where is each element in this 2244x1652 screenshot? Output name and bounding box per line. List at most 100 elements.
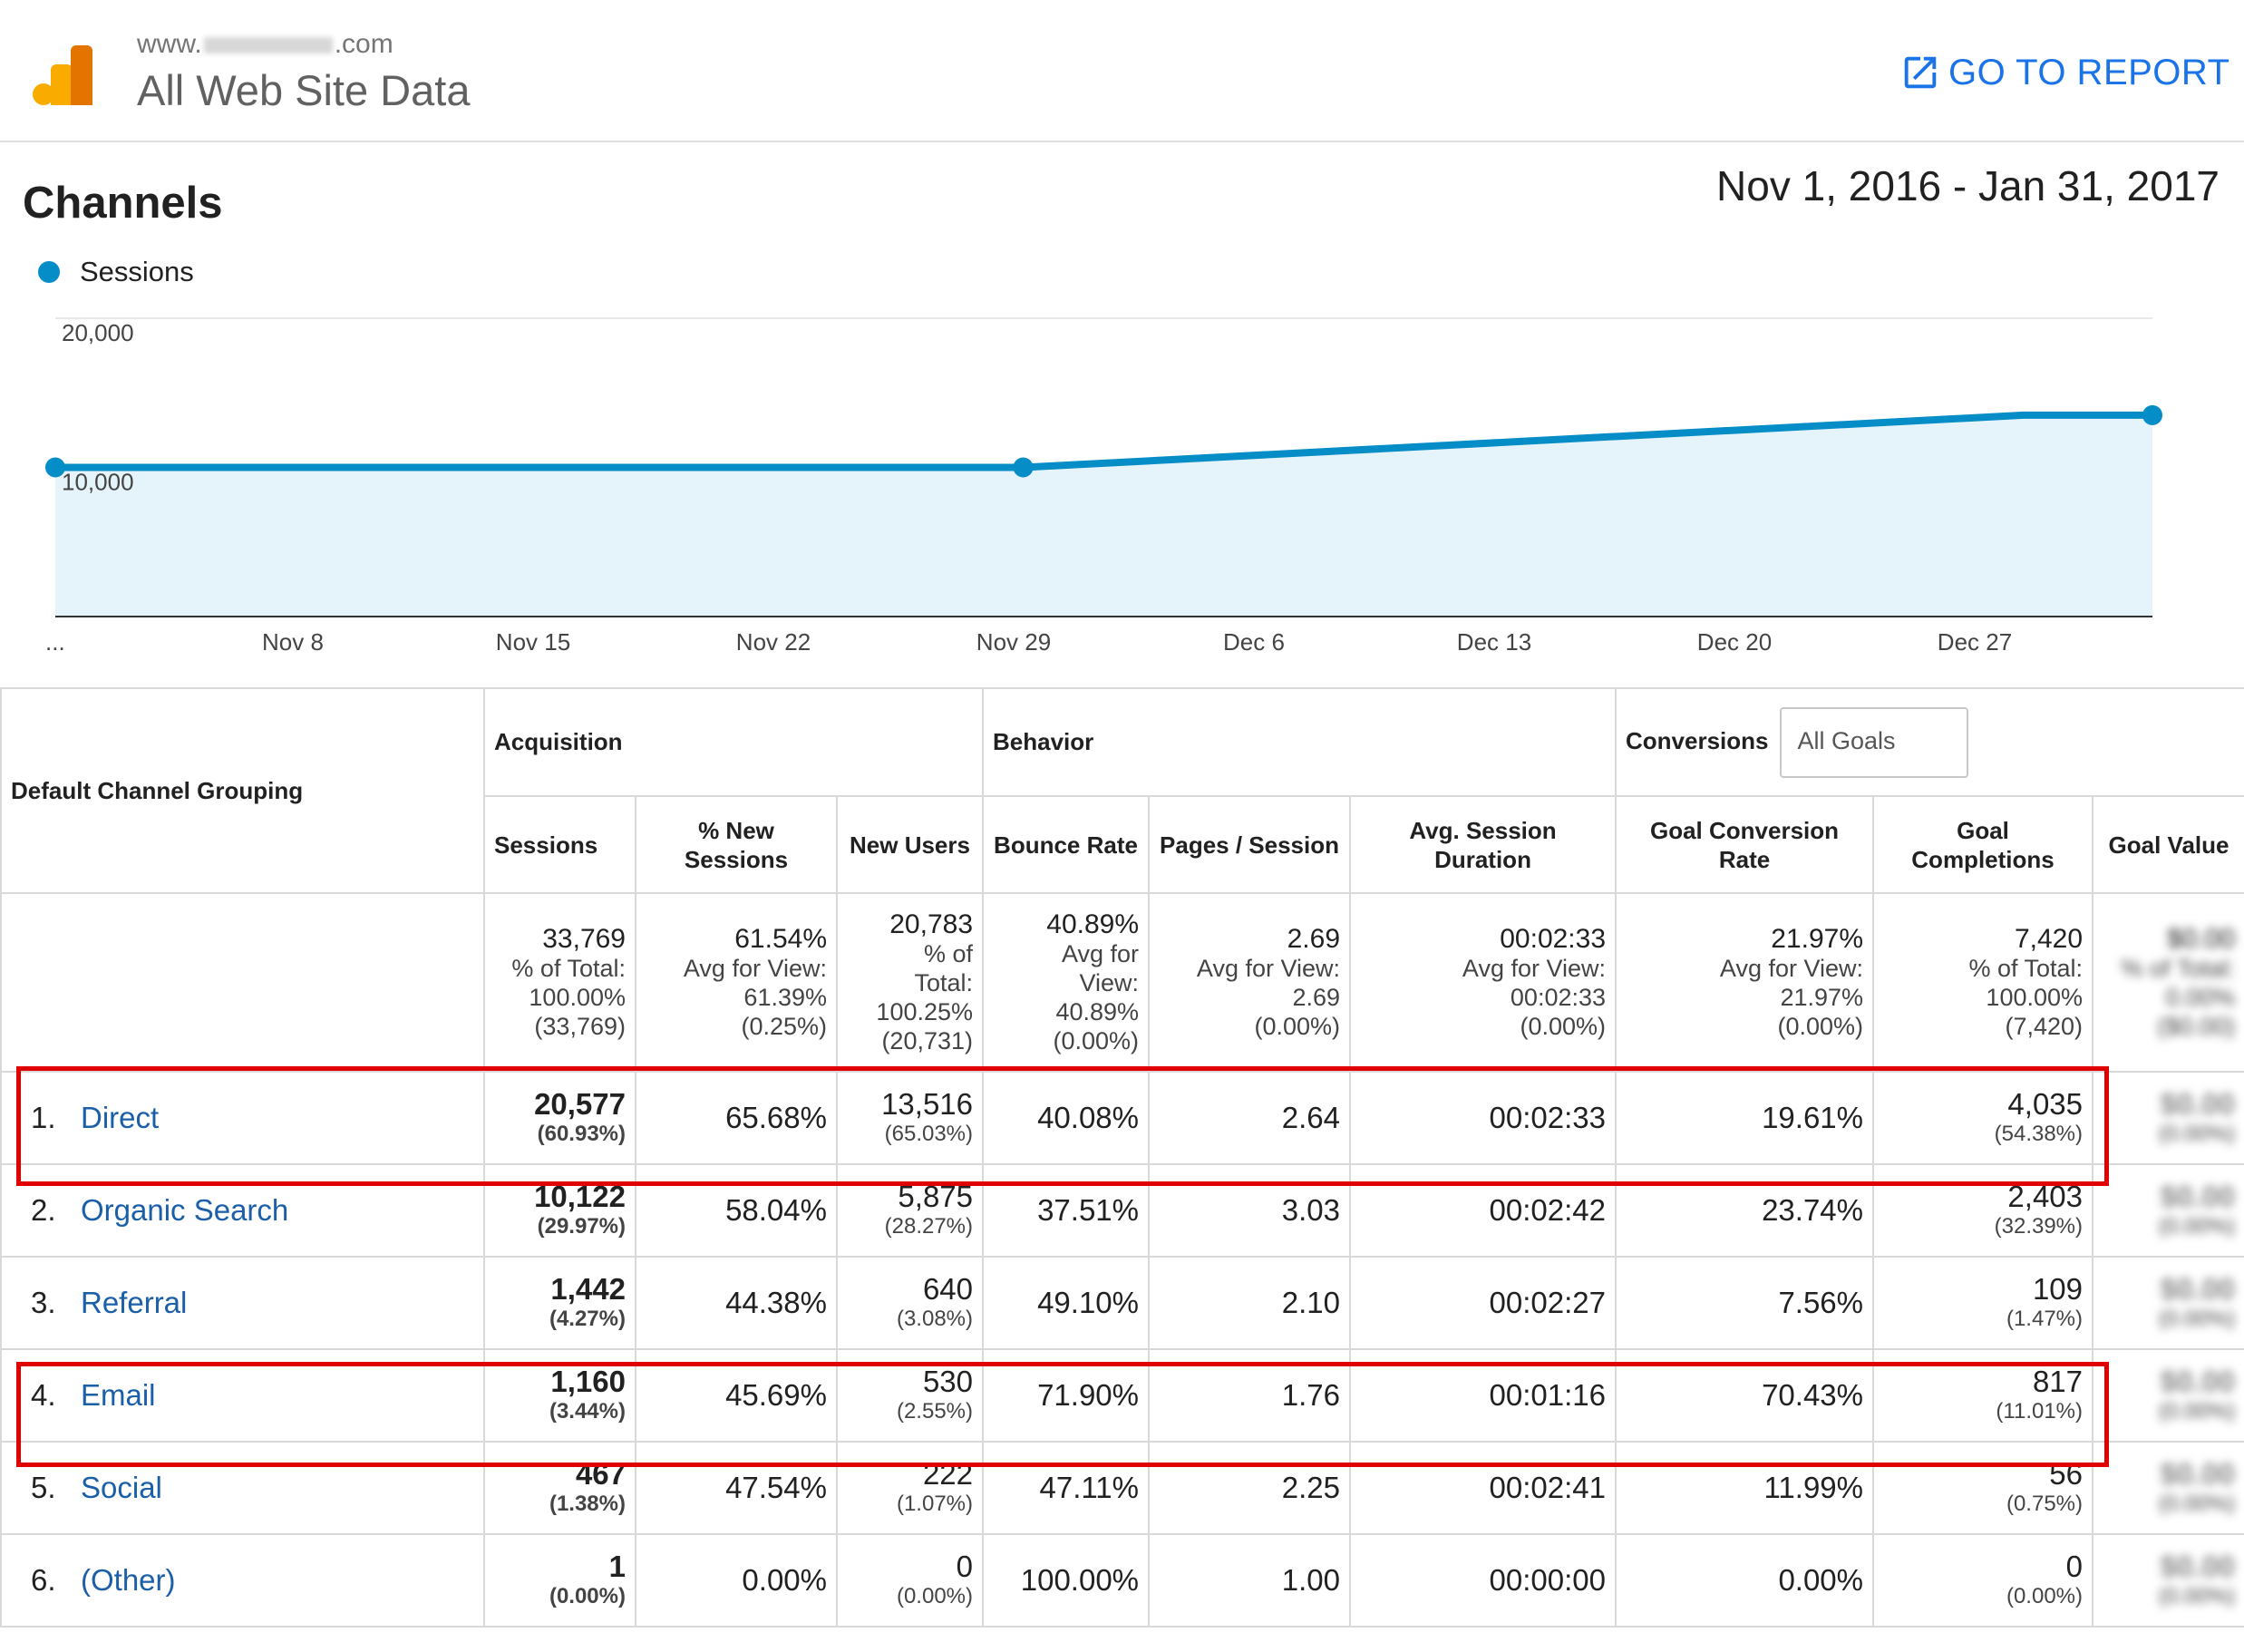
column-header[interactable]: Goal Completions (1872, 795, 2094, 894)
table-row: 3. Referral 1,442 (4.27%) 44.38% 640 (3.08%) 49… (0, 1256, 2244, 1350)
new-users-cell: 640 (3.08%) (835, 1256, 985, 1350)
total-cell: 20,783% of Total: 100.25% (20,731) (835, 892, 985, 1073)
total-detail: (20,731) (881, 1026, 974, 1054)
site-title: All Web Site Data (137, 66, 471, 114)
channel-cell: 3. Referral (0, 1256, 485, 1350)
total-detail: Total: (914, 968, 974, 996)
new-sessions-cell: 0.00% (635, 1533, 838, 1628)
total-detail: 2.69 (1292, 983, 1341, 1011)
y-tick-label: 20,000 (62, 319, 134, 346)
channel-link[interactable]: Referral (81, 1286, 188, 1319)
total-value: 00:02:33 (1500, 923, 1607, 954)
total-detail: 100.00% (529, 983, 626, 1011)
total-detail: Avg for View: (1462, 954, 1607, 982)
sessions-cell: 467 (1.38%) (483, 1441, 636, 1535)
goal-completions-cell: 0 (0.00%) (1872, 1533, 2094, 1628)
row-number: 5. (31, 1471, 56, 1504)
total-cell: 61.54% Avg for View: 61.39% (0.25%) (635, 892, 838, 1073)
date-range[interactable]: Nov 1, 2016 - Jan 31, 2017 (1716, 162, 2220, 209)
total-value: 61.54% (734, 923, 827, 954)
new-users-cell: 0 (0.00%) (835, 1533, 985, 1628)
session-duration-cell: 00:00:00 (1349, 1533, 1617, 1628)
x-tick-label: Dec 20 (1697, 628, 1772, 656)
column-header[interactable]: Goal Value (2092, 795, 2244, 894)
row-number: 2. (31, 1193, 56, 1227)
total-detail: (33,769) (534, 1012, 626, 1040)
total-cell: $0.00% of Total: 0.00% ($0.00) (2092, 892, 2244, 1073)
column-header[interactable]: Bounce Rate (982, 795, 1151, 894)
total-detail: Avg for View: (1719, 954, 1864, 982)
x-tick-label: Dec 13 (1457, 628, 1531, 656)
channel-link[interactable]: Social (81, 1471, 162, 1504)
total-detail: 0.00% (2165, 983, 2236, 1011)
total-detail: (7,420) (2005, 1012, 2084, 1040)
goal-value-cell: $0.00 (0.00%) (2092, 1071, 2244, 1165)
column-header[interactable]: New Users (835, 795, 985, 894)
behavior-header: Behavior (982, 687, 1617, 797)
total-detail: % of Total: (511, 954, 626, 982)
new-sessions-cell: 47.54% (635, 1441, 838, 1535)
report-header: www. .com All Web Site Data GO TO REPORT (0, 0, 2244, 142)
goal-value-cell: $0.00 (0.00%) (2092, 1348, 2244, 1443)
total-cell: 00:02:33 Avg for View: 00:02:33 (0.00%) (1349, 892, 1617, 1073)
goal-value-cell: $0.00 (0.00%) (2092, 1441, 2244, 1535)
column-header[interactable]: % New Sessions (635, 795, 838, 894)
goals-dropdown[interactable]: All Goals (1779, 706, 1968, 778)
goal-completions-cell: 4,035 (54.38%) (1872, 1071, 2094, 1165)
channel-link[interactable]: Direct (81, 1101, 160, 1134)
column-header[interactable]: Avg. Session Duration (1349, 795, 1617, 894)
total-detail: % of (923, 939, 974, 967)
total-detail: 100.25% (876, 997, 974, 1025)
total-detail: 21.97% (1780, 983, 1864, 1011)
total-value: $0.00 (2166, 923, 2236, 954)
goal-value-cell: $0.00 (0.00%) (2092, 1163, 2244, 1258)
bounce-rate-cell: 100.00% (982, 1533, 1151, 1628)
go-to-report-link[interactable]: GO TO REPORT (1899, 50, 2230, 95)
total-detail: 100.00% (1986, 983, 2084, 1011)
channel-cell: 5. Social (0, 1441, 485, 1535)
redacted-domain (203, 37, 333, 54)
total-detail: (0.00%) (1520, 1012, 1607, 1040)
x-tick-label: Nov 8 (262, 628, 324, 656)
bounce-rate-cell: 49.10% (982, 1256, 1151, 1350)
session-duration-cell: 00:02:33 (1349, 1071, 1617, 1165)
total-cell: 33,769% of Total: 100.00% (33,769) (483, 892, 636, 1073)
total-cell: 21.97% Avg for View: 21.97% (0.00%) (1615, 892, 1875, 1073)
channel-link[interactable]: Organic Search (81, 1193, 289, 1227)
pages-session-cell: 2.10 (1148, 1256, 1352, 1350)
column-header[interactable]: Pages / Session (1148, 795, 1352, 894)
highlight-box-email (16, 1362, 2109, 1467)
channels-table: Default Channel Grouping Acquisition Beh… (0, 687, 2244, 1628)
session-duration-cell: 00:02:41 (1349, 1441, 1617, 1535)
conversion-rate-cell: 19.61% (1615, 1071, 1875, 1165)
channel-link[interactable]: (Other) (81, 1563, 176, 1597)
sessions-chart: 20,000 10,000... Nov 8 Nov 15 Nov 22 Nov 29 De… (45, 317, 2162, 656)
pages-session-cell: 2.25 (1148, 1441, 1352, 1535)
channel-cell: 6. (Other) (0, 1533, 485, 1628)
column-header[interactable]: Goal Conversion Rate (1615, 795, 1875, 894)
channel-link[interactable]: Email (81, 1378, 156, 1412)
totals-label-cell (0, 892, 485, 1073)
goal-completions-cell: 56 (0.75%) (1872, 1441, 2094, 1535)
site-url: www. .com (137, 29, 393, 59)
total-detail: 40.89% (1055, 997, 1140, 1025)
bounce-rate-cell: 40.08% (982, 1071, 1151, 1165)
pages-session-cell: 1.00 (1148, 1533, 1352, 1628)
conversions-header: Conversions All Goals (1615, 687, 2244, 797)
y-tick-label: 10,000 (62, 469, 134, 496)
acquisition-header: Acquisition (482, 687, 985, 797)
sessions-cell: 20,577 (60.93%) (483, 1071, 636, 1165)
new-users-cell: 13,516 (65.03%) (835, 1071, 985, 1165)
row-number: 1. (31, 1101, 56, 1134)
pages-session-cell: 3.03 (1148, 1163, 1352, 1258)
column-header[interactable]: Sessions (483, 795, 636, 894)
sessions-cell: 1,442 (4.27%) (483, 1256, 636, 1350)
data-point (1013, 457, 1034, 478)
legend-label: Sessions (80, 256, 194, 287)
table-row: 5. Social 467 (1.38%) 47.54% 222 (1.07%) 47.11%… (0, 1441, 2244, 1535)
total-detail: (0.00%) (1777, 1012, 1864, 1040)
total-value: 21.97% (1771, 923, 1864, 954)
new-sessions-cell: 58.04% (635, 1163, 838, 1258)
total-value: 33,769 (542, 923, 626, 954)
total-detail: Avg for (1061, 939, 1140, 967)
